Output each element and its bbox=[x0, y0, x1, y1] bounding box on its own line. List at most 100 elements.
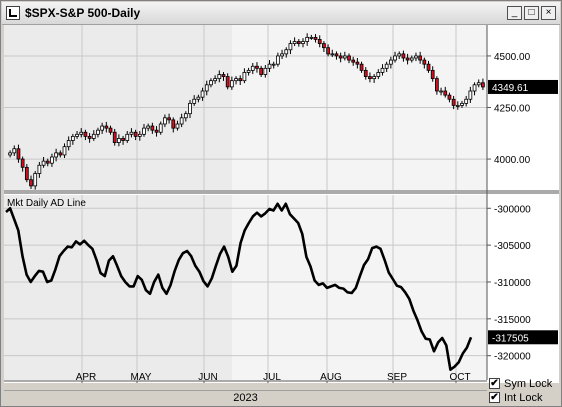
price-candle bbox=[50, 153, 54, 167]
price-candle bbox=[238, 75, 243, 86]
price-candle bbox=[255, 62, 259, 73]
price-candle bbox=[45, 158, 50, 167]
window-title: $SPX-S&P 500-Daily bbox=[25, 6, 141, 20]
price-candle bbox=[108, 125, 113, 135]
price-candle bbox=[267, 60, 272, 73]
price-candle bbox=[41, 157, 46, 168]
price-candle bbox=[66, 136, 71, 151]
price-candle bbox=[259, 65, 264, 77]
price-candle bbox=[16, 144, 21, 163]
price-last-value-box bbox=[488, 79, 558, 94]
price-candle bbox=[347, 53, 351, 64]
price-candle bbox=[451, 95, 456, 110]
date-bar[interactable]: 2023 bbox=[4, 390, 487, 406]
minimize-button[interactable]: _ bbox=[507, 6, 522, 20]
price-candle bbox=[422, 57, 427, 69]
year-label: 2023 bbox=[233, 392, 258, 404]
price-candle bbox=[292, 37, 297, 47]
maximize-button[interactable]: □ bbox=[524, 6, 539, 20]
price-candle bbox=[87, 133, 92, 143]
int-lock-check-icon[interactable]: ✔ bbox=[489, 392, 500, 403]
price-candle bbox=[460, 100, 464, 108]
price-tick-label: 4500.00 bbox=[494, 52, 531, 63]
price-candle bbox=[96, 127, 100, 138]
chart-app-icon bbox=[6, 6, 20, 20]
price-candle bbox=[154, 126, 159, 137]
price-candle bbox=[29, 175, 33, 189]
price-candle bbox=[271, 61, 276, 69]
price-candle bbox=[263, 65, 268, 78]
ad-last-value-box bbox=[488, 330, 558, 345]
close-button[interactable]: × bbox=[541, 6, 556, 20]
price-candle bbox=[20, 156, 25, 172]
y-axes: 4500.00 4250.00 4000.00 4349.61 -300000 -3050… bbox=[4, 25, 559, 380]
price-candle bbox=[58, 150, 63, 158]
price-candle bbox=[301, 38, 305, 48]
price-candle bbox=[217, 70, 222, 83]
int-lock-checkbox[interactable]: ✔ Int Lock bbox=[489, 391, 543, 404]
price-candle bbox=[121, 135, 125, 145]
price-candle bbox=[196, 94, 201, 103]
plot-area[interactable]: Mkt Daily AD Line 4500.00 4250.00 4000.00 4… bbox=[4, 25, 559, 384]
price-candle bbox=[280, 49, 284, 60]
price-candle bbox=[481, 78, 485, 91]
price-tick-label: 4000.00 bbox=[494, 155, 531, 166]
ad-last-value: -317505 bbox=[492, 333, 529, 344]
price-candle bbox=[133, 129, 138, 141]
sym-lock-check-icon[interactable]: ✔ bbox=[489, 378, 500, 389]
price-candle bbox=[192, 95, 197, 106]
price-candle bbox=[250, 62, 255, 75]
price-candle bbox=[62, 143, 67, 159]
price-candle bbox=[129, 128, 134, 138]
price-candle bbox=[468, 86, 473, 103]
price-candle bbox=[397, 51, 402, 60]
price-candle bbox=[401, 50, 406, 62]
price-candle bbox=[146, 123, 151, 132]
price-candle bbox=[209, 78, 213, 88]
sym-lock-label: Sym Lock bbox=[504, 377, 553, 390]
chart-grid bbox=[4, 25, 487, 380]
price-candle bbox=[476, 79, 481, 88]
price-candle bbox=[12, 145, 17, 156]
price-candle bbox=[204, 80, 209, 96]
price-candle bbox=[405, 53, 410, 65]
price-candle bbox=[313, 34, 318, 43]
price-candle bbox=[288, 40, 293, 55]
price-tick-label: 4250.00 bbox=[494, 104, 531, 115]
price-candle bbox=[430, 66, 435, 82]
price-candle bbox=[175, 120, 180, 131]
ad-line-panel[interactable]: Mkt Daily AD Line bbox=[5, 198, 473, 372]
price-candle bbox=[200, 87, 205, 101]
price-candle bbox=[179, 113, 184, 128]
ad-tick-label: -310000 bbox=[494, 278, 531, 289]
price-candle bbox=[33, 171, 38, 190]
price-candle bbox=[8, 150, 12, 158]
price-candle bbox=[104, 121, 109, 133]
price-candle bbox=[376, 69, 381, 80]
price-candle bbox=[414, 52, 418, 62]
shade-left bbox=[4, 195, 232, 380]
price-candle bbox=[330, 49, 335, 57]
price-panel[interactable] bbox=[8, 33, 485, 190]
sym-lock-checkbox[interactable]: ✔ Sym Lock bbox=[489, 377, 552, 390]
ad-tick-label: -320000 bbox=[494, 352, 531, 363]
price-candle bbox=[305, 33, 310, 46]
price-candle bbox=[70, 133, 75, 145]
price-candle bbox=[54, 148, 58, 162]
price-candle bbox=[359, 61, 364, 73]
price-candle bbox=[338, 52, 343, 63]
price-candle bbox=[351, 56, 356, 66]
x-tick-label: SEP bbox=[387, 372, 407, 383]
price-candle bbox=[472, 82, 477, 96]
ad-tick-label: -305000 bbox=[494, 241, 531, 252]
chart-svg[interactable]: Mkt Daily AD Line 4500.004250.004000.004… bbox=[4, 25, 559, 384]
ad-series-line bbox=[5, 202, 473, 372]
price-candle bbox=[372, 74, 376, 83]
price-candle bbox=[183, 111, 188, 122]
x-tick-label: OCT bbox=[449, 372, 470, 383]
price-candle bbox=[464, 95, 469, 107]
price-candle bbox=[225, 73, 230, 90]
price-candle bbox=[83, 129, 88, 141]
title-bar[interactable]: $SPX-S&P 500-Daily _ □ × bbox=[2, 2, 560, 25]
price-candle bbox=[24, 164, 29, 183]
